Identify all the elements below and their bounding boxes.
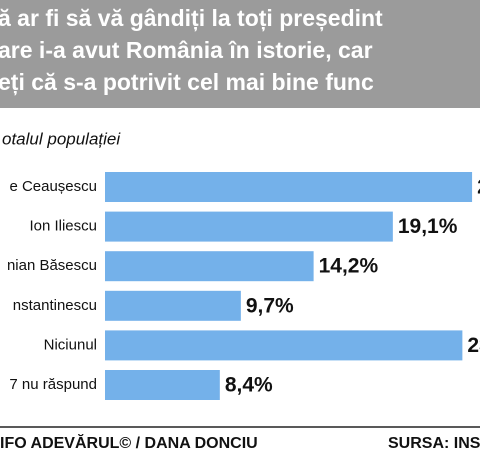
bar <box>105 370 220 400</box>
bar <box>105 251 314 282</box>
value-label: 9,7% <box>246 294 294 317</box>
category-label: Niciunul <box>44 336 97 353</box>
bar <box>105 211 393 242</box>
footer-credit: IFO ADEVĂRUL© / DANA DONCIU <box>0 433 258 452</box>
bar <box>105 290 241 321</box>
header-line: eți că s-a potrivit cel mai bine func <box>0 69 374 96</box>
header-line: ă ar fi să vă gândiți la toți președint <box>0 5 383 32</box>
bar <box>105 330 463 361</box>
category-label: Ion Iliescu <box>29 218 97 235</box>
value-label: 14,2% <box>319 255 379 278</box>
value-label: 23 <box>467 334 480 357</box>
category-label: nian Băsescu <box>7 257 97 274</box>
value-label: 19,1% <box>398 215 458 238</box>
category-label: 7 nu răspund <box>9 376 97 393</box>
footer-source: SURSA: INS <box>388 435 480 452</box>
category-label: e Ceaușescu <box>9 178 97 195</box>
value-label: 8,4% <box>225 374 273 397</box>
bar <box>105 172 473 202</box>
header-band <box>0 0 480 108</box>
category-label: nstantinescu <box>13 297 97 314</box>
subtitle: otalul populației <box>2 129 121 148</box>
header-line: are i-a avut România în istorie, car <box>0 37 373 63</box>
value-label: 2 <box>477 176 480 199</box>
